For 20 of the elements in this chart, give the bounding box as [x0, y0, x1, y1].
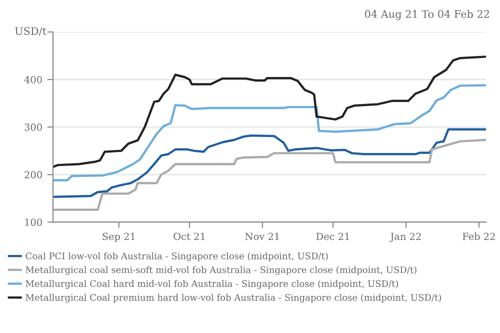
chart-subtitle: 04 Aug 21 To 04 Feb 22	[365, 10, 489, 20]
y-tick-label: 200	[24, 171, 42, 178]
legend-label: Coal PCI low-vol fob Australia - Singapore close (midpoint, USD/t)	[26, 252, 328, 262]
y-tick-label: 100	[25, 218, 42, 226]
y-axis-title: USD/t	[15, 27, 46, 36]
x-tick-label: Sep 21	[102, 232, 135, 242]
x-tick-label: Nov 21	[245, 232, 279, 240]
x-tick-label: Dec 21	[316, 232, 349, 240]
line-series	[53, 84, 486, 182]
legend-label: Metallurgical Coal premium hard low-vol fob Australia - Singapore close (midpoint, USD/t)	[26, 294, 441, 303]
line-series	[53, 138, 486, 211]
y-tick-label: 400	[24, 76, 42, 84]
y-tick-label: 300	[24, 124, 42, 131]
x-tick-label: Oct 21	[174, 232, 204, 240]
legend-label: Metallurgical coal semi-soft mid-vol fob Australia - Singapore close (midpoint, USD/t)	[26, 266, 416, 276]
legend-label: Metallurgical Coal hard mid-vol fob Australia - Singapore close (midpoint, USD/t)	[26, 280, 398, 289]
line-series	[53, 128, 486, 198]
x-tick-label: Jan 22	[389, 232, 421, 242]
line-series	[53, 56, 486, 168]
x-tick-label: Feb 22	[462, 232, 495, 240]
